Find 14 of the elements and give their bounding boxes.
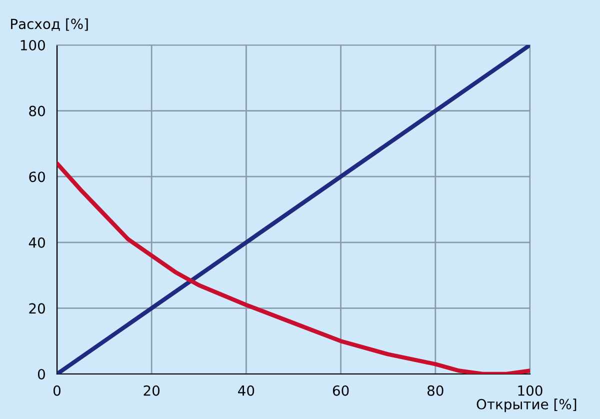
x-tick-label: 0 — [53, 385, 60, 396]
x-tick-label: 100 — [518, 385, 542, 396]
x-tick-label: 20 — [144, 385, 160, 396]
x-tick-label: 80 — [428, 385, 444, 396]
x-tick-label: 60 — [332, 385, 349, 396]
x-axis-title: Открытие [%] — [476, 398, 576, 412]
y-tick-label: 60 — [29, 172, 45, 182]
y-tick-label: 40 — [28, 237, 45, 248]
y-tick-label: 100 — [20, 40, 45, 50]
y-tick-label: 0 — [38, 368, 45, 380]
y-axis-title: Расход [%] — [11, 18, 88, 31]
y-tick-label: 20 — [29, 303, 45, 314]
x-tick-label: 40 — [238, 385, 254, 396]
y-tick-label: 80 — [29, 106, 45, 116]
